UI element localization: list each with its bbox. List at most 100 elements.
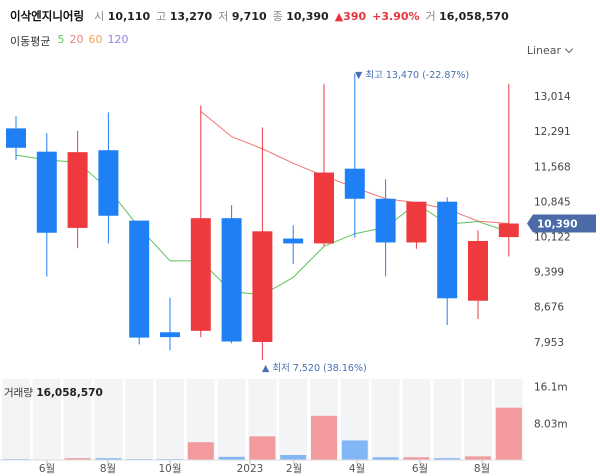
candle-body: [252, 231, 273, 342]
volume-slot: [340, 379, 369, 460]
candle-body: [6, 128, 26, 148]
candle-body: [129, 220, 150, 338]
candle-body: [406, 201, 427, 243]
volume-slot: [402, 379, 431, 460]
volume-bar: [403, 457, 430, 460]
volume-slot: [32, 379, 61, 460]
x-tick-label: 2023: [237, 463, 264, 475]
close-label: 종: [272, 10, 283, 23]
volume-bar: [3, 459, 29, 460]
low-marker: ▲ 최저 7,520 (38.16%): [262, 363, 367, 374]
high-label: 고: [156, 10, 167, 23]
x-tick-label: 8월: [100, 463, 116, 475]
high-marker: ▼ 최고 13,470 (-22.87%): [355, 70, 469, 81]
volume-slot: [217, 379, 246, 460]
chevron-down-icon: [564, 44, 574, 54]
volume-bar: [434, 458, 461, 460]
volume-bar: [157, 459, 183, 460]
candle-body: [344, 168, 365, 199]
y-tick-label: 13,014: [534, 91, 571, 103]
volume-slot: [186, 379, 215, 460]
y-tick-label: 10,122: [534, 232, 571, 244]
stock-header: 이삭엔지니어링 시 10,110 고 13,270 저 9,710 종 10,3…: [10, 8, 509, 26]
candle-body: [190, 218, 211, 331]
scale-dropdown[interactable]: Linear: [526, 44, 574, 57]
close-value: 10,390: [286, 10, 329, 23]
volume-slot: [494, 379, 523, 460]
volume-tick-label: 16.1m: [534, 382, 568, 394]
volume-bar: [465, 456, 491, 460]
x-tick-label: 6월: [412, 463, 428, 475]
candle-body: [160, 332, 180, 338]
candle-body: [221, 218, 242, 342]
x-tick-label: 6월: [39, 463, 55, 475]
x-tick-label: 10월: [158, 463, 181, 475]
volume-value: 16,058,570: [439, 10, 509, 23]
volume-total: 16,058,570: [36, 387, 102, 399]
volume-bar: [341, 440, 368, 460]
volume-bar: [311, 415, 337, 460]
candle-body: [67, 152, 88, 228]
volume-bar: [280, 454, 307, 460]
current-price-label: 10,390: [537, 219, 578, 231]
y-tick-label: 10,845: [534, 196, 571, 208]
ma20-line: [200, 110, 509, 225]
open-value: 10,110: [107, 10, 151, 23]
volume-slot: [156, 379, 184, 460]
low-value: 9,710: [231, 10, 267, 23]
scale-label: Linear: [526, 44, 561, 57]
volume-bar: [249, 436, 276, 460]
volume-slot: [2, 379, 30, 460]
volume-slot: [279, 379, 308, 460]
volume-slot: [125, 379, 154, 460]
volume-bar: [218, 456, 245, 460]
candle-body: [283, 238, 304, 244]
volume-title: 거래량 16,058,570: [4, 387, 103, 399]
y-tick-label: 7,953: [534, 337, 564, 349]
x-tick-label: 8월: [474, 463, 490, 475]
volume-slot: [433, 379, 462, 460]
y-tick-label: 8,676: [534, 302, 564, 314]
change-value: ▲390: [334, 10, 367, 23]
volume-bar: [64, 458, 91, 460]
candle-body: [36, 151, 57, 233]
volume-bar: [495, 407, 522, 460]
candle-body: [468, 241, 488, 301]
candle-body: [314, 172, 334, 244]
stock-name: 이삭엔지니어링: [10, 9, 85, 23]
ma-5-label[interactable]: 5: [57, 33, 65, 46]
x-tick-label: 4월: [349, 463, 365, 475]
current-price-tag: [527, 214, 596, 233]
y-tick-label: 9,399: [534, 267, 564, 279]
ma-120-label[interactable]: 120: [107, 33, 129, 46]
volume-slot: [310, 379, 338, 460]
ma-60-label[interactable]: 60: [88, 33, 103, 46]
candle-body: [437, 201, 458, 299]
ma5-line: [15, 154, 509, 296]
volume-slot: [63, 379, 92, 460]
candle-body: [498, 223, 519, 238]
volume-bar: [126, 459, 153, 460]
candle-body: [98, 150, 119, 216]
volume-slot: [248, 379, 277, 460]
volume-slot: [464, 379, 492, 460]
volume-bar: [187, 442, 214, 460]
high-value: 13,270: [169, 10, 213, 23]
volume-bar: [95, 458, 122, 460]
moving-average-legend: 이동평균 5 20 60 120: [10, 33, 128, 49]
change-percent: +3.90%: [372, 10, 420, 23]
candle-body: [375, 198, 396, 243]
volume-slot: [371, 379, 400, 460]
low-label: 저: [218, 10, 229, 23]
volume-slot: [94, 379, 123, 460]
y-tick-label: 12,291: [534, 126, 571, 138]
x-tick-label: 2월: [286, 463, 302, 475]
y-tick-label: 11,568: [534, 161, 571, 173]
ma-title: 이동평균: [10, 35, 51, 48]
ma-20-label[interactable]: 20: [69, 33, 84, 46]
volume-bar: [372, 457, 399, 460]
volume-label: 거: [425, 10, 436, 23]
open-label: 시: [94, 10, 105, 23]
volume-tick-label: 8.03m: [534, 418, 568, 430]
